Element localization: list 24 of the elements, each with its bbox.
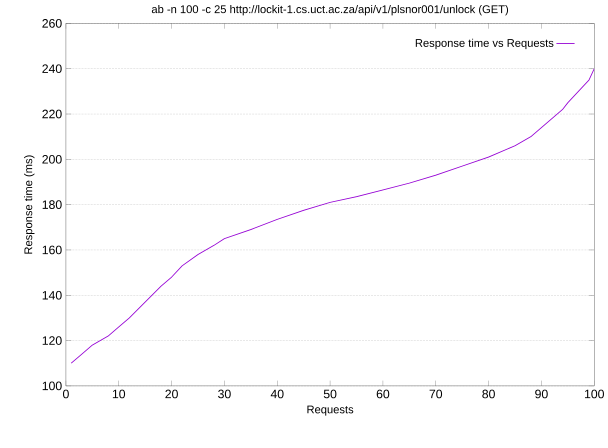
x-tick-label: 0	[63, 390, 69, 399]
y-tick-label: 180	[42, 200, 62, 210]
x-tick-label: 80	[482, 390, 495, 399]
x-tick-label: 90	[535, 390, 548, 399]
y-tick-label: 260	[42, 19, 62, 28]
x-tick-label: 50	[324, 390, 336, 399]
y-tick-label: 140	[42, 291, 62, 300]
x-axis-title: Requests	[307, 406, 354, 416]
x-tick-label: 100	[584, 390, 604, 399]
y-axis-title: Response time (ms)	[24, 156, 34, 254]
x-tick-label: 70	[430, 390, 442, 399]
x-tick-label: 30	[218, 390, 231, 399]
y-tick-label: 220	[42, 110, 62, 119]
y-tick-label: 120	[42, 336, 62, 346]
y-tick-label: 100	[42, 382, 62, 390]
y-tick-label: 160	[42, 246, 62, 254]
x-tick-label: 40	[270, 390, 284, 399]
legend-label: Response time vs Requests	[416, 38, 554, 50]
chart-title: ab -n 100 -c 25 http://lockit-1.cs.uct.ac.za/api/v1/plsnor001/unlock (GET)	[152, 5, 508, 16]
x-tick-label: 60	[376, 390, 390, 399]
x-tick-label: 20	[165, 390, 178, 399]
y-tick-label: 240	[42, 64, 62, 74]
x-tick-label: 10	[112, 390, 126, 399]
y-tick-label: 200	[42, 155, 62, 164]
